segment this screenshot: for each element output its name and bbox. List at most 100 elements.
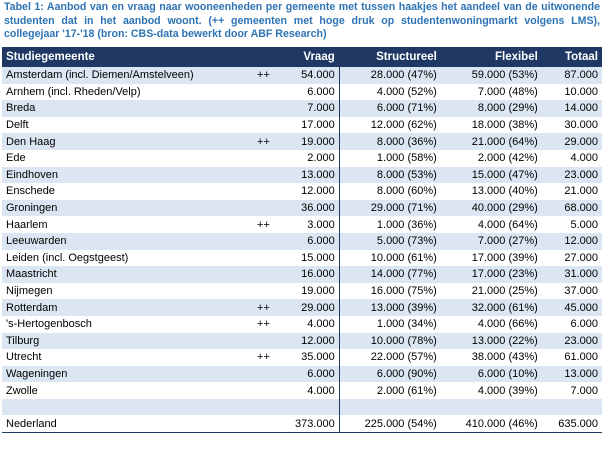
cell-totaal: 6.000 xyxy=(570,318,598,331)
cell-mark: ++ xyxy=(257,351,270,364)
cell-structureel: 8.000 (53%) xyxy=(339,166,441,184)
cell-totaal: 29.000 xyxy=(541,133,602,150)
table-row: Den Haag ++ 19.000 8.000 (36%) 21.000 (64%) 2… xyxy=(2,133,602,150)
cell-structureel: 16.000 (75%) xyxy=(370,285,437,298)
cell-mark xyxy=(248,199,279,217)
cell-mark xyxy=(248,117,278,134)
cell-mark xyxy=(248,84,278,101)
cell-mark: ++ xyxy=(248,67,279,84)
cell-flexibel: 13.000 (40%) xyxy=(471,185,538,198)
cell-mark: ++ xyxy=(257,218,270,231)
cell-mark xyxy=(248,382,278,399)
cell-vraag: 3.000 xyxy=(278,216,340,233)
cell-name: Zwolle xyxy=(6,384,38,397)
cell-mark xyxy=(248,166,279,184)
cell-totaal: 635.000 xyxy=(558,417,598,430)
table-row: Wageningen 6.000 6.000 (90%) 6.000 (10%) 13.… xyxy=(2,365,602,383)
table-row: Nijmegen 19.000 16.000 (75%) 21.000 (25%) 37… xyxy=(2,282,602,300)
cell-flexibel: 15.000 (47%) xyxy=(440,166,542,184)
cell-mark xyxy=(248,150,278,167)
cell-structureel: 4.000 (52%) xyxy=(376,85,437,98)
table-row: Amsterdam (incl. Diemen/Amstelveen) ++ 54.… xyxy=(2,67,602,84)
table-row: Arnhem (incl. Rheden/Velp) 6.000 4.000 (52… xyxy=(2,83,602,101)
cell-totaal: 21.000 xyxy=(564,185,598,198)
cell-flexibel: 7.000 (48%) xyxy=(477,85,538,98)
cell-structureel: 5.000 (73%) xyxy=(339,232,441,250)
cell-totaal: 30.000 xyxy=(564,119,598,132)
cell-flexibel: 4.000 (39%) xyxy=(477,384,538,397)
header-cell: Studiegemeente xyxy=(2,47,279,67)
cell-flexibel: 410.000 (46%) xyxy=(465,417,538,430)
cell-vraag: 12.000 xyxy=(278,332,340,350)
cell-vraag: 13.000 xyxy=(278,166,340,184)
table-row: Enschede 12.000 8.000 (60%) 13.000 (40%) 21.… xyxy=(2,183,602,200)
table-header: Studiegemeente Vraag Structureel Flexibel To… xyxy=(2,47,602,67)
cell-structureel: 28.000 (47%) xyxy=(339,67,441,84)
cell-mark xyxy=(248,415,278,432)
cell-flexibel: 18.000 (38%) xyxy=(471,119,538,132)
cell-flexibel: 59.000 (53%) xyxy=(440,67,542,84)
table-row: Leeuwarden 6.000 5.000 (73%) 7.000 (27%) 12.… xyxy=(2,232,602,250)
cell-vraag: 6.000 xyxy=(278,83,340,101)
spacer-row xyxy=(2,398,602,416)
cell-name: Arnhem (incl. Rheden/Velp) xyxy=(6,85,141,98)
cell-vraag: 15.000 xyxy=(278,249,340,267)
header-cell: Vraag xyxy=(278,47,340,67)
cell-name: Groningen xyxy=(2,199,249,217)
header-row: Studiegemeente Vraag Structureel Flexibel To… xyxy=(2,47,602,67)
cell-structureel: 6.000 (90%) xyxy=(339,365,441,383)
cell-structureel: 8.000 (60%) xyxy=(376,185,437,198)
cell-structureel: 1.000 (58%) xyxy=(376,152,437,165)
cell-flexibel: 6.000 (10%) xyxy=(440,365,542,383)
cell-vraag: 29.000 xyxy=(278,299,340,316)
cell-empty xyxy=(339,398,441,416)
cell-structureel: 1.000 (36%) xyxy=(376,218,437,231)
cell-totaal: 31.000 xyxy=(541,266,602,283)
cell-mark xyxy=(248,365,279,383)
header-cell: Totaal xyxy=(541,47,602,67)
cell-name: Utrecht xyxy=(6,351,42,364)
cell-structureel: 2.000 (61%) xyxy=(376,384,437,397)
cell-structureel: 225.000 (54%) xyxy=(364,417,437,430)
table-row: Groningen 36.000 29.000 (71%) 40.000 (29%) 6… xyxy=(2,199,602,217)
cell-mark xyxy=(248,332,279,350)
cell-mark: ++ xyxy=(248,299,279,316)
cell-totaal: 87.000 xyxy=(541,67,602,84)
cell-mark xyxy=(248,266,279,283)
cell-name: Breda xyxy=(2,100,249,117)
cell-name: Haarlem xyxy=(6,218,48,231)
cell-totaal: 14.000 xyxy=(541,100,602,117)
table-row: Rotterdam ++ 29.000 13.000 (39%) 32.000 (61%… xyxy=(2,299,602,316)
cell-vraag: 6.000 xyxy=(278,365,340,383)
cell-name: Leeuwarden xyxy=(2,232,249,250)
cell-totaal: 4.000 xyxy=(570,152,598,165)
cell-vraag: 7.000 xyxy=(278,100,340,117)
cell-structureel: 6.000 (71%) xyxy=(339,100,441,117)
cell-vraag: 19.000 xyxy=(278,282,340,300)
cell-totaal: 45.000 xyxy=(541,299,602,316)
cell-name: Ede xyxy=(6,152,26,165)
cell-structureel: 29.000 (71%) xyxy=(339,199,441,217)
cell-mark xyxy=(248,283,278,300)
cell-name: Enschede xyxy=(6,185,55,198)
cell-structureel: 8.000 (36%) xyxy=(339,133,441,150)
cell-totaal: 61.000 xyxy=(564,351,598,364)
cell-vraag: 373.000 xyxy=(278,415,340,433)
table-row: Eindhoven 13.000 8.000 (53%) 15.000 (47%) 23… xyxy=(2,166,602,184)
cell-flexibel: 21.000 (25%) xyxy=(471,285,538,298)
cell-mark xyxy=(248,250,278,267)
cell-name: Tilburg xyxy=(2,332,249,350)
cell-vraag: 35.000 xyxy=(278,349,340,366)
cell-flexibel: 40.000 (29%) xyxy=(440,199,542,217)
cell-name: Nederland xyxy=(6,417,57,430)
cell-empty xyxy=(2,398,249,416)
cell-mark xyxy=(248,183,278,200)
cell-name: Delft xyxy=(6,119,29,132)
cell-totaal: 10.000 xyxy=(564,85,598,98)
cell-name: Leiden (incl. Oegstgeest) xyxy=(6,251,129,264)
cell-structureel: 1.000 (34%) xyxy=(376,318,437,331)
cell-empty xyxy=(278,398,340,416)
table-row: 's-Hertogenbosch ++ 4.000 1.000 (34%) 4.000 … xyxy=(2,315,602,333)
cell-empty xyxy=(541,398,602,416)
